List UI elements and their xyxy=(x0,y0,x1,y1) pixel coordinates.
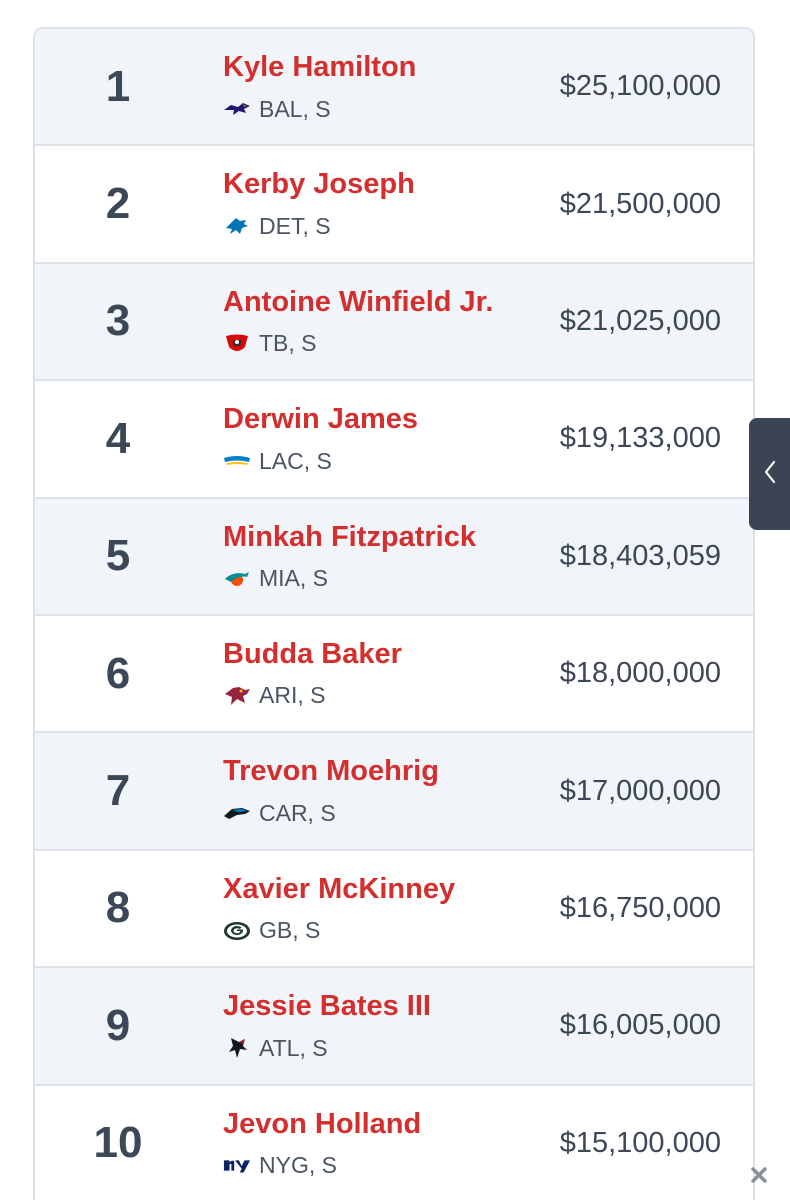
player-name-link[interactable]: Minkah Fitzpatrick xyxy=(223,520,476,553)
player-name-link[interactable]: Jevon Holland xyxy=(223,1107,422,1140)
salary-value: $18,000,000 xyxy=(559,657,721,690)
team-position-text: GB, S xyxy=(259,917,321,944)
team-position-text: CAR, S xyxy=(259,799,336,826)
team-position-text: NYG, S xyxy=(259,1152,337,1179)
salary-value: $19,133,000 xyxy=(559,422,721,455)
player-name-link[interactable]: Antoine Winfield Jr. xyxy=(223,285,494,318)
team-position-text: BAL, S xyxy=(259,95,331,122)
team-position-text: ATL, S xyxy=(259,1034,328,1061)
team-position: GB, S xyxy=(223,917,320,945)
table-row[interactable]: 1 Kyle Hamilton BAL, S $25,100,000 xyxy=(35,29,753,147)
table-row[interactable]: 10 Jevon Holland NYG, S $15,100,000 xyxy=(35,1085,753,1200)
table-row[interactable]: 3 Antoine Winfield Jr. TB, S $21,025,000 xyxy=(35,263,753,382)
salary-value: $21,500,000 xyxy=(559,187,721,220)
salary-value: $16,005,000 xyxy=(559,1009,721,1042)
table-row[interactable]: 2 Kerby Joseph DET, S $21,500,000 xyxy=(35,146,753,264)
player-name-link[interactable]: Trevon Moehrig xyxy=(223,755,439,788)
cardinals-logo-icon xyxy=(223,685,251,707)
salary-value: $18,403,059 xyxy=(559,539,721,572)
falcons-logo-icon xyxy=(223,1037,251,1059)
rank-number: 3 xyxy=(105,296,131,346)
player-name-link[interactable]: Derwin James xyxy=(223,403,419,436)
close-button[interactable] xyxy=(742,1160,776,1194)
rank-number: 6 xyxy=(105,648,131,698)
player-name-link[interactable]: Jessie Bates III xyxy=(223,990,431,1023)
lions-logo-icon xyxy=(223,215,251,237)
table-row[interactable]: 5 Minkah Fitzpatrick MIA, S $18,403,059 xyxy=(35,498,753,616)
rank-number: 8 xyxy=(105,883,131,933)
player-name-link[interactable]: Budda Baker xyxy=(223,637,402,670)
rank-number: 1 xyxy=(105,61,131,111)
team-position: CAR, S xyxy=(223,799,336,827)
player-name-link[interactable]: Kerby Joseph xyxy=(223,168,415,201)
salary-value: $25,100,000 xyxy=(559,70,721,103)
rank-number: 4 xyxy=(105,413,131,463)
chevron-left-icon xyxy=(762,458,778,491)
rank-number: 7 xyxy=(105,766,131,816)
salary-table: 1 Kyle Hamilton BAL, S $25,100,000 2 Ker… xyxy=(33,27,755,1200)
team-position: MIA, S xyxy=(223,565,328,593)
ravens-logo-icon xyxy=(223,98,251,120)
rank-number: 10 xyxy=(93,1118,143,1168)
dolphins-logo-icon xyxy=(223,568,251,590)
team-position: NYG, S xyxy=(223,1152,337,1180)
team-position-text: TB, S xyxy=(259,330,317,357)
team-position-text: MIA, S xyxy=(259,565,329,592)
salary-value: $15,100,000 xyxy=(559,1126,721,1159)
chargers-logo-icon xyxy=(223,450,251,472)
rank-number: 5 xyxy=(105,531,131,581)
table-row[interactable]: 9 Jessie Bates III ATL, S $16,005,000 xyxy=(35,968,753,1086)
packers-logo-icon xyxy=(223,920,251,942)
close-icon xyxy=(750,1166,768,1189)
table-row[interactable]: 6 Budda Baker ARI, S $18,000,000 xyxy=(35,615,753,734)
team-position-text: LAC, S xyxy=(259,447,332,474)
side-panel-toggle-button[interactable] xyxy=(749,418,790,530)
team-position: TB, S xyxy=(223,330,317,358)
team-position-text: DET, S xyxy=(259,212,331,239)
team-position: LAC, S xyxy=(223,447,332,475)
table-row[interactable]: 8 Xavier McKinney GB, S $16,750,000 xyxy=(35,850,753,969)
panthers-logo-icon xyxy=(223,802,251,824)
player-name-link[interactable]: Xavier McKinney xyxy=(223,872,456,905)
table-row[interactable]: 7 Trevon Moehrig CAR, S $17,000,000 xyxy=(35,733,753,851)
rank-number: 2 xyxy=(105,179,131,229)
buccaneers-logo-icon xyxy=(223,333,251,355)
team-position: DET, S xyxy=(223,212,331,240)
salary-value: $16,750,000 xyxy=(559,891,721,924)
table-row[interactable]: 4 Derwin James LAC, S $19,133,000 xyxy=(35,381,753,499)
player-name-link[interactable]: Kyle Hamilton xyxy=(223,51,417,83)
giants-logo-icon xyxy=(223,1155,251,1177)
team-position: BAL, S xyxy=(223,95,331,123)
team-position: ARI, S xyxy=(223,682,325,710)
team-position: ATL, S xyxy=(223,1034,328,1062)
salary-value: $21,025,000 xyxy=(559,304,721,337)
salary-value: $17,000,000 xyxy=(559,774,721,807)
team-position-text: ARI, S xyxy=(259,682,326,709)
rank-number: 9 xyxy=(105,1000,131,1050)
